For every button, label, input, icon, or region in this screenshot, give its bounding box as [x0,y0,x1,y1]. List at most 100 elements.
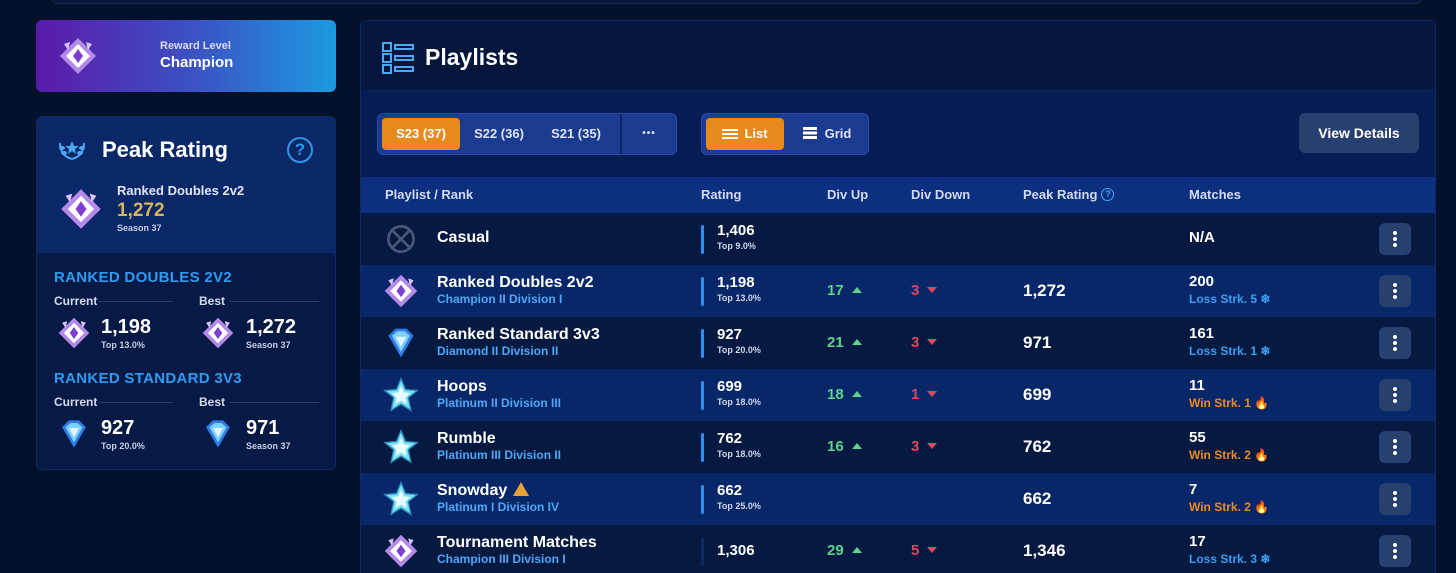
div-down: 5 [911,542,938,559]
div-down: 3 [911,334,938,351]
row-menu-button[interactable] [1379,223,1411,255]
column-header-div-up: Div Up [827,187,869,202]
div-up-value: 16 [827,438,844,455]
matches-value: 55 [1189,429,1206,446]
playlist-name: Hoops [437,378,487,395]
list-icon [722,129,739,139]
rating-percentile: Top 18.0% [717,449,761,459]
table-row[interactable]: Rumble Platinum III Division II 762 Top … [361,421,1435,473]
matches-value: 200 [1189,273,1215,290]
season-tab[interactable]: S23 (37) [382,118,460,150]
div-up: 17 [827,282,862,299]
rating-bar [701,433,704,462]
rating-percentile: Top 9.0% [717,241,756,251]
current-rating: 1,198 [101,316,152,338]
diamond-rank-icon [201,417,235,451]
champion-rank-icon [201,316,235,350]
warning-icon[interactable] [513,482,530,496]
platinum-rank-icon [383,377,419,413]
view-toggle: List Grid [701,113,869,155]
platinum-rank-icon [383,481,419,517]
matches-value: 11 [1189,377,1205,394]
playlist-name: Rumble [437,430,496,447]
list-view-button[interactable]: List [706,118,784,150]
peak-rating-value: 699 [1023,385,1052,404]
season-tab[interactable]: S22 (36) [474,126,524,141]
table-row[interactable]: Casual 1,406 Top 9.0% N/A [361,213,1435,265]
more-seasons-button[interactable]: ••• [642,128,656,139]
section-heading: RANKED DOUBLES 2V2 [54,269,232,286]
view-details-button[interactable]: View Details [1299,113,1419,153]
arrow-up-icon [851,339,862,345]
grid-icon [802,127,817,139]
rating-value: 1,406 [717,222,755,239]
streak-label: Win Strk. 1 🔥 [1189,396,1270,410]
best-rating: 971 [246,417,280,439]
arrow-up-icon [851,287,862,293]
playlist-name-label: Snowday [437,482,508,499]
table-row[interactable]: Ranked Doubles 2v2 Champion II Division … [361,265,1435,317]
list-view-label: List [744,126,768,141]
rating-bar [701,381,704,410]
help-icon[interactable]: ? [287,137,313,163]
streak-label: Win Strk. 2 🔥 [1189,500,1270,514]
table-row[interactable]: Hoops Platinum II Division III 699 Top 1… [361,369,1435,421]
column-header-peak-rating: Peak Rating? [1023,187,1115,202]
playlist-rank: Diamond II Division II [437,344,559,358]
champion-rank-icon [383,273,419,309]
row-menu-button[interactable] [1379,379,1411,411]
arrow-up-icon [851,391,862,397]
row-menu-button[interactable] [1379,327,1411,359]
diamond-rank-icon [57,417,91,451]
arrow-down-icon [927,391,938,397]
grid-view-label: Grid [824,126,852,141]
row-menu-button[interactable] [1379,483,1411,515]
rating-value: 662 [717,482,743,499]
playlist-name: Casual [437,229,490,246]
div-down: 1 [911,386,938,403]
div-down-value: 3 [911,438,920,455]
season-tab[interactable]: S21 (35) [551,126,601,141]
peak-rating-value: 1,272 [1023,281,1066,300]
help-icon[interactable]: ? [1101,188,1115,201]
more-vertical-icon [1393,491,1397,507]
current-rating: 927 [101,417,135,439]
divider [229,301,319,302]
current-rating-sub: Top 13.0% [101,340,145,350]
div-up: 18 [827,386,862,403]
row-menu-button[interactable] [1379,275,1411,307]
table-row[interactable]: Tournament Matches Champion III Division… [361,525,1435,573]
row-menu-button[interactable] [1379,535,1411,567]
div-down-value: 1 [911,386,920,403]
champion-rank-icon [59,187,103,231]
div-up: 21 [827,334,862,351]
peak-rating-title: Peak Rating [102,137,228,162]
playlist-rank: Champion III Division I [437,552,566,566]
current-label: Current [54,294,98,308]
best-label: Best [199,294,226,308]
grid-view-button[interactable]: Grid [788,118,866,150]
section-heading: RANKED STANDARD 3V3 [54,370,242,387]
playlist-name: Ranked Standard 3v3 [437,326,600,343]
playlists-title: Playlists [425,44,519,70]
playlists-panel: Playlists S23 (37) S22 (36) S21 (35) •••… [360,20,1436,573]
peak-rating-card: Peak Rating ? Ranked Doubles 2v2 1,272 S… [36,116,336,470]
peak-playlist-name: Ranked Doubles 2v2 [117,183,245,198]
streak-label: Win Strk. 2 🔥 [1189,448,1270,462]
best-label: Best [199,395,226,409]
div-up-value: 21 [827,334,844,351]
best-rating-sub: Season 37 [246,441,291,451]
column-header-matches: Matches [1189,187,1242,202]
arrow-down-icon [927,547,938,553]
table-row[interactable]: Snowday Platinum I Division IV 662 Top 2… [361,473,1435,525]
champion-rank-icon [58,36,98,76]
row-menu-button[interactable] [1379,431,1411,463]
rating-percentile: Top 13.0% [717,293,761,303]
rating-value: 1,198 [717,274,755,291]
peak-rating-header-label: Peak Rating [1023,187,1098,202]
table-row[interactable]: Ranked Standard 3v3 Diamond II Division … [361,317,1435,369]
champion-rank-icon [383,533,419,569]
top-strip [52,0,1422,4]
peak-rating-value: 1,346 [1023,541,1066,560]
playlist-rank: Champion II Division I [437,292,563,306]
